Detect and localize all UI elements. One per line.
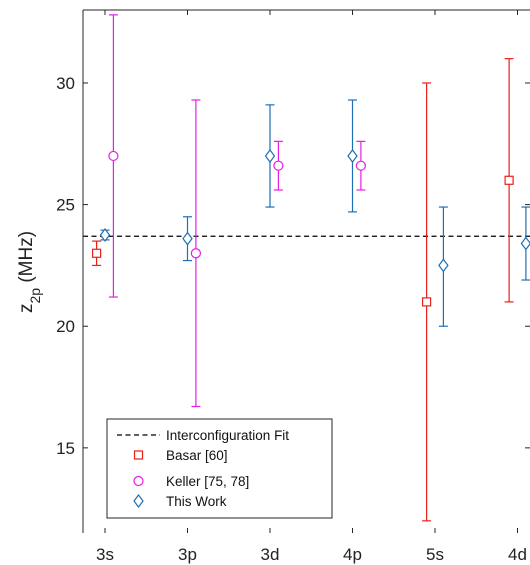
keller-75-78-4p-point xyxy=(355,160,366,171)
legend-basar-marker xyxy=(133,450,144,460)
x-ticks: 3s 3p 3d 4p 5s 4d xyxy=(96,10,527,564)
legend-label-thiswork: This Work xyxy=(166,494,227,509)
x-tick-label-3d: 3d xyxy=(261,545,280,564)
legend-keller-marker xyxy=(133,475,144,487)
y-tick-label-25: 25 xyxy=(56,196,75,215)
legend-label-fit: Interconfiguration Fit xyxy=(166,428,289,443)
y-tick-label-15: 15 xyxy=(56,439,75,458)
this-work-3p-point xyxy=(182,231,193,246)
this-work-3d-point xyxy=(264,148,276,163)
this-work-5s-point xyxy=(438,258,449,273)
x-tick-label-4p: 4p xyxy=(343,545,362,564)
y-axis-label-unit: (MHz) xyxy=(16,231,37,288)
basar-60-3s-point xyxy=(91,248,102,258)
this-work-3s-point xyxy=(99,228,111,243)
y-tick-label-30: 30 xyxy=(56,74,75,93)
legend: Interconfiguration Fit Basar [60] Keller… xyxy=(106,418,333,519)
y-axis-label-subscript: 2p xyxy=(27,288,43,304)
keller-75-78-3s-point xyxy=(108,150,119,162)
this-work-4p-point xyxy=(347,148,358,163)
basar-60-4d-point xyxy=(504,175,514,185)
y-axis-label: z2p (MHz) xyxy=(16,231,43,313)
legend-thiswork-marker xyxy=(133,494,144,508)
this-work-4d-point xyxy=(520,236,530,251)
legend-label-basar: Basar [60] xyxy=(166,448,228,463)
y-axis-label-main: z xyxy=(16,304,37,314)
x-tick-label-3p: 3p xyxy=(178,545,197,564)
x-tick-label-4d: 4d xyxy=(508,545,527,564)
x-tick-label-3s: 3s xyxy=(96,545,114,564)
x-tick-label-5s: 5s xyxy=(426,545,444,564)
axes xyxy=(82,9,530,533)
keller-75-78-3d-point xyxy=(273,160,284,171)
y-ticks: 15 20 25 30 xyxy=(56,74,530,458)
keller-75-78-3p-point xyxy=(190,248,201,259)
basar-60-5s-point xyxy=(422,297,432,307)
legend-label-keller: Keller [75, 78] xyxy=(166,474,249,489)
plot-marks xyxy=(83,14,530,522)
y-tick-label-20: 20 xyxy=(56,317,75,336)
